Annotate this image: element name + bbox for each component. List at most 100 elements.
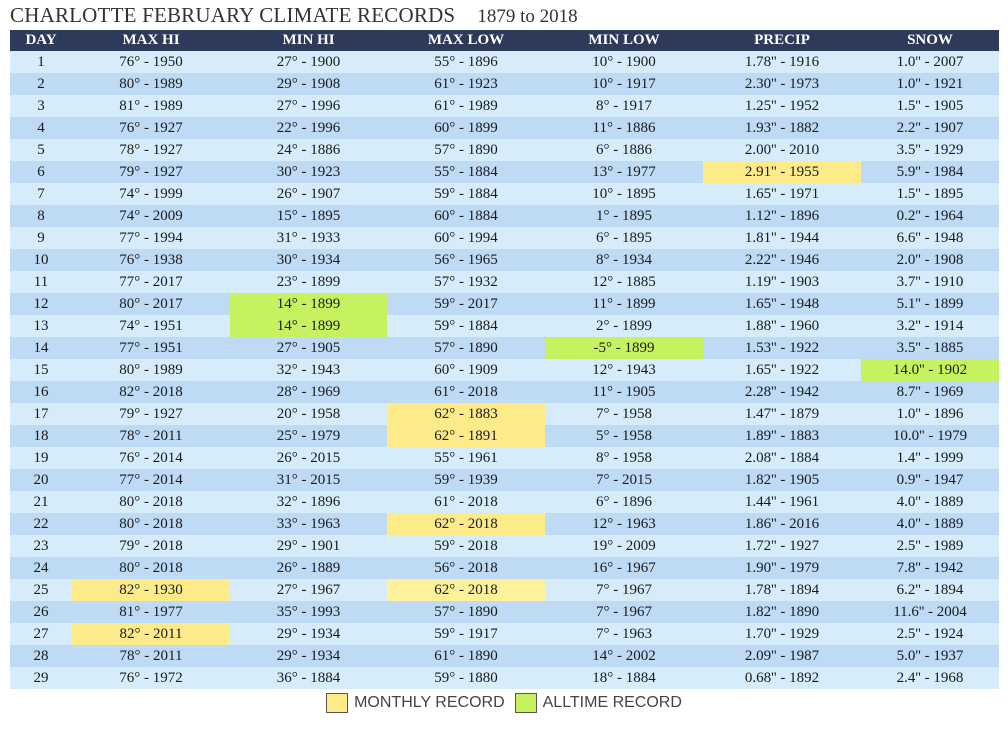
- cell-min-low: 8° - 1917: [545, 95, 703, 117]
- cell-min-hi: 24° - 1886: [230, 139, 387, 161]
- cell-max-hi: 79° - 1927: [72, 161, 230, 183]
- cell-max-hi: 80° - 2017: [72, 293, 230, 315]
- table-row: 4 76° - 1927 22° - 1996 60° - 1899 11° - 188…: [10, 117, 999, 139]
- cell-snow: 6.2'' - 1894: [861, 579, 999, 601]
- cell-max-low: 61° - 1989: [387, 95, 545, 117]
- cell-min-low: -5° - 1899: [545, 337, 703, 359]
- cell-max-low: 59° - 2018: [387, 535, 545, 557]
- cell-min-hi: 33° - 1963: [230, 513, 387, 535]
- cell-max-hi: 74° - 2009: [72, 205, 230, 227]
- cell-max-low: 55° - 1896: [387, 51, 545, 73]
- legend-label-alltime: ALLTIME RECORD: [542, 694, 682, 711]
- cell-min-hi: 27° - 1900: [230, 51, 387, 73]
- cell-min-low: 19° - 2009: [545, 535, 703, 557]
- cell-min-low: 7° - 1958: [545, 403, 703, 425]
- cell-min-low: 7° - 1967: [545, 579, 703, 601]
- cell-min-hi: 32° - 1896: [230, 491, 387, 513]
- table-row: 6 79° - 1927 30° - 1923 55° - 1884 13° - 197…: [10, 161, 999, 183]
- cell-min-low: 8° - 1958: [545, 447, 703, 469]
- table-row: 10 76° - 1938 30° - 1934 56° - 1965 8° - 193…: [10, 249, 999, 271]
- header-precip: PRECIP: [703, 30, 861, 51]
- cell-max-hi: 78° - 2011: [72, 645, 230, 667]
- table-row: 27 82° - 2011 29° - 1934 59° - 1917 7° - 196…: [10, 623, 999, 645]
- cell-max-low: 57° - 1890: [387, 601, 545, 623]
- cell-precip: 1.25'' - 1952: [703, 95, 861, 117]
- cell-precip: 1.53'' - 1922: [703, 337, 861, 359]
- cell-snow: 7.8'' - 1942: [861, 557, 999, 579]
- cell-day: 26: [10, 601, 72, 623]
- cell-min-low: 12° - 1943: [545, 359, 703, 381]
- cell-max-low: 59° - 1939: [387, 469, 545, 491]
- table-row: 11 77° - 2017 23° - 1899 57° - 1932 12° - 18…: [10, 271, 999, 293]
- cell-min-hi: 25° - 1979: [230, 425, 387, 447]
- cell-max-low: 62° - 2018: [387, 513, 545, 535]
- header-max-low: MAX LOW: [387, 30, 545, 51]
- cell-precip: 1.44'' - 1961: [703, 491, 861, 513]
- cell-max-low: 62° - 2018: [387, 579, 545, 601]
- cell-max-low: 56° - 2018: [387, 557, 545, 579]
- cell-max-hi: 76° - 1938: [72, 249, 230, 271]
- cell-min-low: 5° - 1958: [545, 425, 703, 447]
- cell-min-hi: 31° - 1933: [230, 227, 387, 249]
- cell-snow: 3.2'' - 1914: [861, 315, 999, 337]
- cell-max-hi: 77° - 1951: [72, 337, 230, 359]
- table-row: 7 74° - 1999 26° - 1907 59° - 1884 10° - 189…: [10, 183, 999, 205]
- cell-day: 15: [10, 359, 72, 381]
- cell-max-low: 61° - 1890: [387, 645, 545, 667]
- cell-max-hi: 74° - 1999: [72, 183, 230, 205]
- cell-min-hi: 26° - 2015: [230, 447, 387, 469]
- cell-min-hi: 22° - 1996: [230, 117, 387, 139]
- cell-max-low: 60° - 1899: [387, 117, 545, 139]
- table-row: 29 76° - 1972 36° - 1884 59° - 1880 18° - 18…: [10, 667, 999, 689]
- cell-max-low: 55° - 1961: [387, 447, 545, 469]
- cell-day: 3: [10, 95, 72, 117]
- table-row: 23 79° - 2018 29° - 1901 59° - 2018 19° - 20…: [10, 535, 999, 557]
- legend-swatch-alltime: [514, 693, 537, 713]
- cell-min-hi: 27° - 1905: [230, 337, 387, 359]
- cell-max-hi: 80° - 1989: [72, 73, 230, 95]
- cell-precip: 1.78'' - 1916: [703, 51, 861, 73]
- cell-min-low: 10° - 1895: [545, 183, 703, 205]
- legend-label-monthly: MONTHLY RECORD: [354, 694, 505, 711]
- cell-max-low: 60° - 1994: [387, 227, 545, 249]
- cell-max-hi: 77° - 2017: [72, 271, 230, 293]
- header-day: DAY: [10, 30, 72, 51]
- page-title: CHARLOTTE FEBRUARY CLIMATE RECORDS: [10, 3, 456, 27]
- cell-min-low: 6° - 1895: [545, 227, 703, 249]
- cell-day: 13: [10, 315, 72, 337]
- climate-records-table: DAY MAX HI MIN HI MAX LOW MIN LOW PRECIP…: [10, 30, 999, 689]
- cell-day: 17: [10, 403, 72, 425]
- cell-day: 28: [10, 645, 72, 667]
- cell-min-hi: 26° - 1907: [230, 183, 387, 205]
- cell-max-hi: 78° - 1927: [72, 139, 230, 161]
- cell-snow: 1.4'' - 1999: [861, 447, 999, 469]
- cell-precip: 1.65'' - 1948: [703, 293, 861, 315]
- cell-max-hi: 76° - 1950: [72, 51, 230, 73]
- header-snow: SNOW: [861, 30, 999, 51]
- cell-snow: 2.2'' - 1907: [861, 117, 999, 139]
- cell-day: 8: [10, 205, 72, 227]
- cell-min-hi: 23° - 1899: [230, 271, 387, 293]
- cell-precip: 1.90'' - 1979: [703, 557, 861, 579]
- header-max-hi: MAX HI: [72, 30, 230, 51]
- cell-day: 11: [10, 271, 72, 293]
- cell-snow: 1.0'' - 1921: [861, 73, 999, 95]
- cell-day: 7: [10, 183, 72, 205]
- cell-min-hi: 30° - 1934: [230, 249, 387, 271]
- legend: MONTHLY RECORD ALLTIME RECORD: [0, 690, 1008, 716]
- cell-min-hi: 27° - 1996: [230, 95, 387, 117]
- cell-snow: 8.7'' - 1969: [861, 381, 999, 403]
- cell-max-low: 61° - 2018: [387, 381, 545, 403]
- table-row: 18 78° - 2011 25° - 1979 62° - 1891 5° - 195…: [10, 425, 999, 447]
- table-body: 1 76° - 1950 27° - 1900 55° - 1896 10° - 190…: [10, 51, 999, 689]
- cell-day: 19: [10, 447, 72, 469]
- cell-min-low: 6° - 1896: [545, 491, 703, 513]
- table-row: 3 81° - 1989 27° - 1996 61° - 1989 8° - 1917…: [10, 95, 999, 117]
- cell-day: 10: [10, 249, 72, 271]
- table-row: 22 80° - 2018 33° - 1963 62° - 2018 12° - 19…: [10, 513, 999, 535]
- cell-min-low: 13° - 1977: [545, 161, 703, 183]
- cell-max-hi: 82° - 2018: [72, 381, 230, 403]
- cell-max-hi: 74° - 1951: [72, 315, 230, 337]
- cell-snow: 2.5'' - 1924: [861, 623, 999, 645]
- cell-snow: 5.0'' - 1937: [861, 645, 999, 667]
